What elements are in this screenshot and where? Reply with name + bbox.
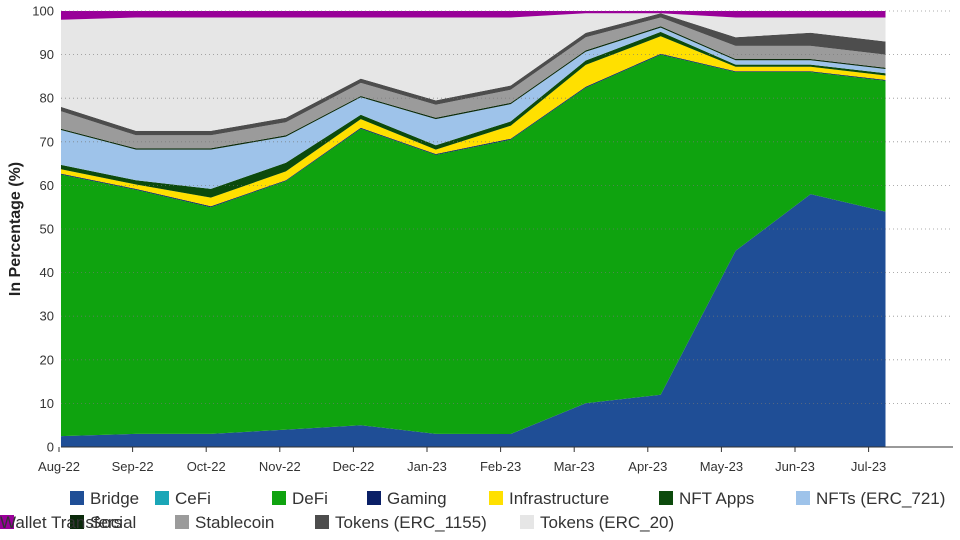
x-tick-label-jul-23: Jul-23	[851, 459, 886, 474]
y-tick-label-90: 90	[40, 47, 54, 62]
legend-item-cefi: CeFi	[155, 489, 211, 508]
x-tick-label-may-23: May-23	[700, 459, 743, 474]
x-tick-label-nov-22: Nov-22	[259, 459, 301, 474]
legend-swatch-defi	[272, 491, 286, 505]
legend-swatch-stablecoin	[175, 515, 189, 529]
legend-item-bridge: Bridge	[70, 489, 139, 508]
y-tick-label-80: 80	[40, 91, 54, 106]
legend-label-cefi: CeFi	[175, 489, 211, 508]
area-bridge	[61, 194, 886, 447]
legend-swatch-bridge	[70, 491, 84, 505]
y-tick-label-0: 0	[47, 440, 54, 455]
area-tokens-erc-20	[61, 13, 886, 131]
legend-item-social: Social	[70, 513, 136, 532]
area-defi	[61, 54, 886, 437]
legend-label-defi: DeFi	[292, 489, 328, 508]
legend-label-nft-apps: NFT Apps	[679, 489, 754, 508]
y-tick-label-40: 40	[40, 265, 54, 280]
x-tick-label-mar-23: Mar-23	[554, 459, 595, 474]
legend-item-wallet-transfers: Wallet Transfers	[0, 513, 122, 532]
legend-label-tokens-erc-1155: Tokens (ERC_1155)	[335, 513, 487, 532]
legend: Bridge CeFi DeFi Gaming Infrastructure NFT Ap…	[0, 489, 945, 532]
legend-swatch-tokens-erc-20	[520, 515, 534, 529]
legend-item-stablecoin: Stablecoin	[175, 513, 274, 532]
y-tick-label-20: 20	[40, 352, 54, 367]
legend-swatch-social	[70, 515, 84, 529]
legend-item-gaming: Gaming	[367, 489, 447, 508]
legend-label-nfts-erc-721: NFTs (ERC_721)	[816, 489, 945, 508]
legend-item-nft-apps: NFT Apps	[659, 489, 754, 508]
x-tick-label-dec-22: Dec-22	[332, 459, 374, 474]
legend-item-defi: DeFi	[272, 489, 328, 508]
x-tick-label-sep-22: Sep-22	[112, 459, 154, 474]
x-tick-label-jun-23: Jun-23	[775, 459, 815, 474]
y-tick-label-10: 10	[40, 396, 54, 411]
legend-item-nfts-erc-721: NFTs (ERC_721)	[796, 489, 945, 508]
legend-swatch-tokens-erc-1155	[315, 515, 329, 529]
y-tick-label-30: 30	[40, 309, 54, 324]
y-tick-label-50: 50	[40, 222, 54, 237]
legend-label-stablecoin: Stablecoin	[195, 513, 274, 532]
x-axis: Aug-22 Sep-22 Oct-22 Nov-22 Dec-22 Jan-23 Feb-…	[38, 446, 953, 474]
legend-swatch-nft-apps	[659, 491, 673, 505]
area-infrastructure	[61, 36, 886, 207]
legend-item-infrastructure: Infrastructure	[489, 489, 609, 508]
x-tick-label-aug-22: Aug-22	[38, 459, 80, 474]
legend-swatch-gaming	[367, 491, 381, 505]
legend-swatch-wallet-transfers	[0, 515, 14, 529]
legend-label-gaming: Gaming	[387, 489, 447, 508]
legend-label-infrastructure: Infrastructure	[509, 489, 609, 508]
legend-swatch-infrastructure	[489, 491, 503, 505]
legend-label-tokens-erc-20: Tokens (ERC_20)	[540, 513, 674, 532]
x-tick-label-apr-23: Apr-23	[628, 459, 667, 474]
legend-item-tokens-erc-20: Tokens (ERC_20)	[520, 513, 674, 532]
legend-swatch-nfts-erc-721	[796, 491, 810, 505]
y-tick-label-100: 100	[32, 4, 54, 19]
x-tick-label-feb-23: Feb-23	[480, 459, 521, 474]
y-axis-label: In Percentage (%)	[7, 162, 24, 296]
legend-item-tokens-erc-1155: Tokens (ERC_1155)	[315, 513, 487, 532]
x-tick-label-oct-22: Oct-22	[187, 459, 226, 474]
area-nfts-erc-721	[61, 27, 886, 189]
x-tick-label-jan-23: Jan-23	[407, 459, 447, 474]
legend-label-social: Social	[90, 513, 136, 532]
area-wallet-transfers	[61, 11, 886, 20]
legend-swatch-cefi	[155, 491, 169, 505]
y-tick-label-60: 60	[40, 178, 54, 193]
y-tick-label-70: 70	[40, 134, 54, 149]
y-axis: 0 10 20 30 40 50 60 70 80 90 100	[32, 4, 54, 455]
plot-area	[61, 11, 886, 447]
legend-label-wallet-transfers: Wallet Transfers	[0, 513, 122, 532]
legend-label-bridge: Bridge	[90, 489, 139, 508]
